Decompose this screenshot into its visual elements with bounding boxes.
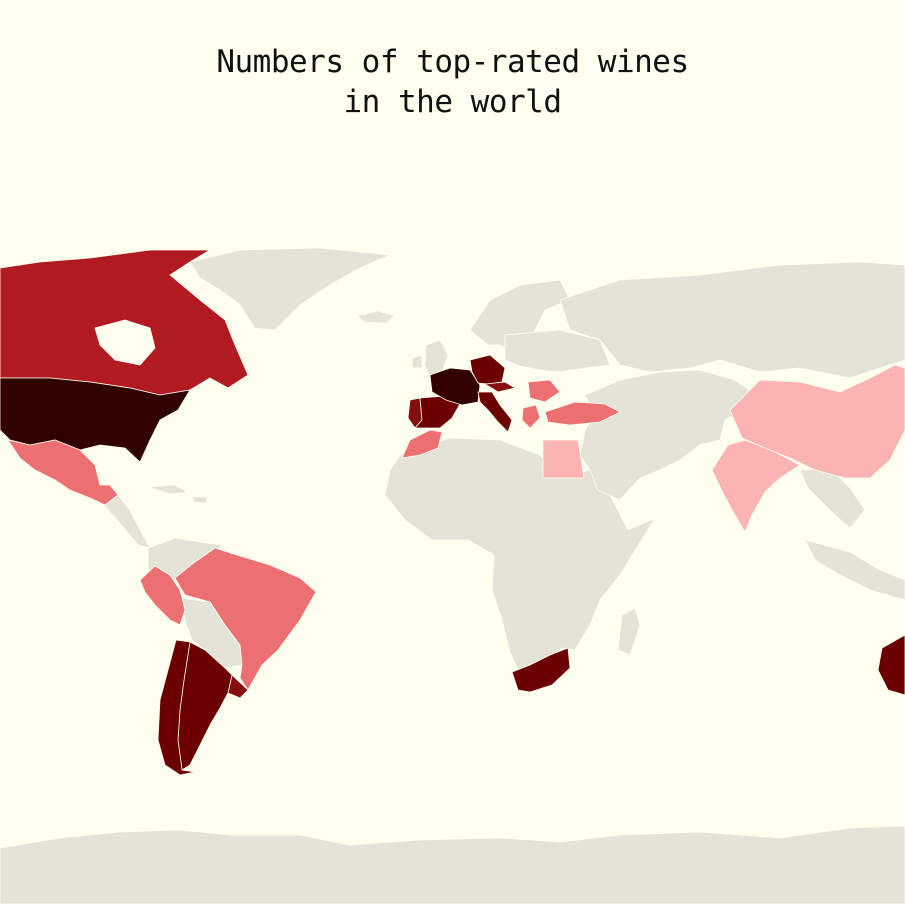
region-morocco[interactable]	[401, 429, 443, 459]
region-mexico[interactable]	[7, 439, 119, 506]
region-brazil[interactable]	[174, 547, 317, 691]
caribbean-region	[147, 484, 209, 504]
antarctica-region	[0, 825, 905, 904]
wine-countries	[0, 249, 905, 776]
greenland-region	[189, 247, 391, 331]
region-australia[interactable]	[877, 634, 905, 696]
map-title-line-2: in the world	[343, 84, 562, 120]
indonesia-region	[804, 539, 905, 601]
no-data-land	[0, 247, 905, 904]
region-greece[interactable]	[521, 404, 541, 429]
region-china[interactable]	[729, 364, 905, 479]
region-romania[interactable]	[527, 379, 561, 403]
map-title: Numbers of top-rated wines in the world	[0, 42, 905, 122]
madagascar-region	[617, 607, 641, 656]
region-egypt[interactable]	[542, 439, 585, 479]
region-turkey[interactable]	[544, 401, 621, 426]
map-title-line-1: Numbers of top-rated wines	[216, 44, 689, 80]
region-chile[interactable]	[157, 639, 196, 776]
region-austria[interactable]	[484, 381, 516, 393]
iceland-region	[356, 310, 396, 324]
hudson-bay	[94, 319, 156, 366]
middle-east-central-asia-region	[579, 369, 761, 501]
region-italy[interactable]	[477, 391, 513, 433]
region-south-africa[interactable]	[511, 647, 571, 693]
scandinavia-region	[469, 279, 571, 356]
region-peru[interactable]	[139, 565, 186, 626]
eastern-europe-region	[504, 329, 611, 373]
region-france[interactable]	[429, 367, 481, 406]
russia-region	[559, 261, 905, 379]
region-india[interactable]	[711, 439, 801, 533]
